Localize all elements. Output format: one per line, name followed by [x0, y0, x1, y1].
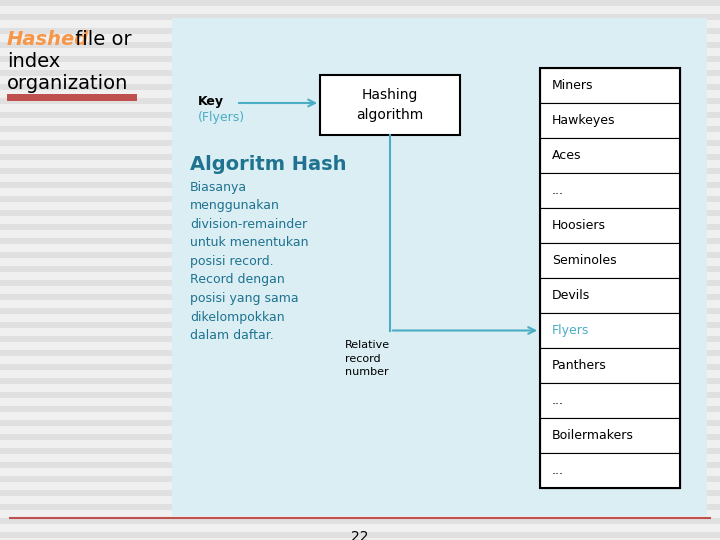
Text: Hashed: Hashed	[7, 30, 89, 49]
Bar	[0, 364, 720, 370]
Text: Flyers: Flyers	[552, 324, 590, 337]
Bar	[540, 103, 680, 138]
Bar	[0, 84, 720, 90]
Bar	[320, 75, 460, 135]
Text: (Flyers): (Flyers)	[198, 111, 245, 124]
Bar	[0, 350, 720, 356]
Bar	[540, 208, 680, 243]
Bar	[540, 68, 680, 488]
Bar	[0, 266, 720, 272]
Bar	[540, 243, 680, 278]
Bar	[0, 210, 720, 216]
Bar	[0, 154, 720, 160]
Bar	[0, 518, 720, 524]
Bar	[0, 532, 720, 538]
Bar	[0, 56, 720, 62]
Bar	[540, 453, 680, 488]
Bar	[0, 14, 720, 20]
Bar	[0, 504, 720, 510]
Text: ...: ...	[552, 394, 564, 407]
Bar	[0, 476, 720, 482]
Text: Panthers: Panthers	[552, 359, 607, 372]
Text: Devils: Devils	[552, 289, 590, 302]
Text: Miners: Miners	[552, 79, 593, 92]
Bar	[0, 70, 720, 76]
Bar	[0, 0, 720, 6]
Bar	[0, 392, 720, 398]
Text: Relative
record
number: Relative record number	[345, 341, 390, 377]
Bar	[540, 173, 680, 208]
Text: 22: 22	[351, 530, 369, 540]
Text: Aces: Aces	[552, 149, 582, 162]
Text: Seminoles: Seminoles	[552, 254, 616, 267]
Bar	[0, 42, 720, 48]
Bar	[0, 336, 720, 342]
Text: Biasanya
menggunakan
division-remainder
untuk menentukan
posisi record.
Record d: Biasanya menggunakan division-remainder …	[190, 181, 308, 342]
Bar	[540, 138, 680, 173]
Bar	[540, 383, 680, 418]
Bar	[0, 168, 720, 174]
Bar	[0, 28, 720, 34]
Bar	[0, 294, 720, 300]
Bar	[0, 126, 720, 132]
Text: Hawkeyes: Hawkeyes	[552, 114, 616, 127]
Bar	[540, 313, 680, 348]
Bar	[0, 406, 720, 412]
Bar	[0, 308, 720, 314]
Bar	[0, 196, 720, 202]
Text: Boilermakers: Boilermakers	[552, 429, 634, 442]
Bar	[0, 182, 720, 188]
Bar	[0, 462, 720, 468]
Bar	[540, 348, 680, 383]
Bar	[172, 18, 707, 516]
Text: ...: ...	[552, 464, 564, 477]
Bar	[0, 434, 720, 440]
Bar	[0, 98, 720, 104]
Bar	[0, 420, 720, 426]
Text: Algoritm Hash: Algoritm Hash	[190, 155, 346, 174]
Bar	[0, 448, 720, 454]
Text: organization: organization	[7, 74, 128, 93]
Bar	[0, 224, 720, 230]
Bar	[0, 322, 720, 328]
Bar	[0, 490, 720, 496]
Bar	[0, 140, 720, 146]
Bar	[0, 238, 720, 244]
Bar	[540, 68, 680, 103]
Bar	[0, 252, 720, 258]
Bar	[0, 378, 720, 384]
Bar	[540, 418, 680, 453]
Text: ...: ...	[552, 184, 564, 197]
Text: index: index	[7, 52, 60, 71]
Text: file or: file or	[69, 30, 132, 49]
Text: Hoosiers: Hoosiers	[552, 219, 606, 232]
Bar	[540, 278, 680, 313]
Bar	[0, 280, 720, 286]
Text: Key: Key	[198, 95, 224, 108]
Bar	[0, 112, 720, 118]
Bar	[7, 94, 137, 101]
Text: Hashing
algorithm: Hashing algorithm	[356, 88, 423, 122]
